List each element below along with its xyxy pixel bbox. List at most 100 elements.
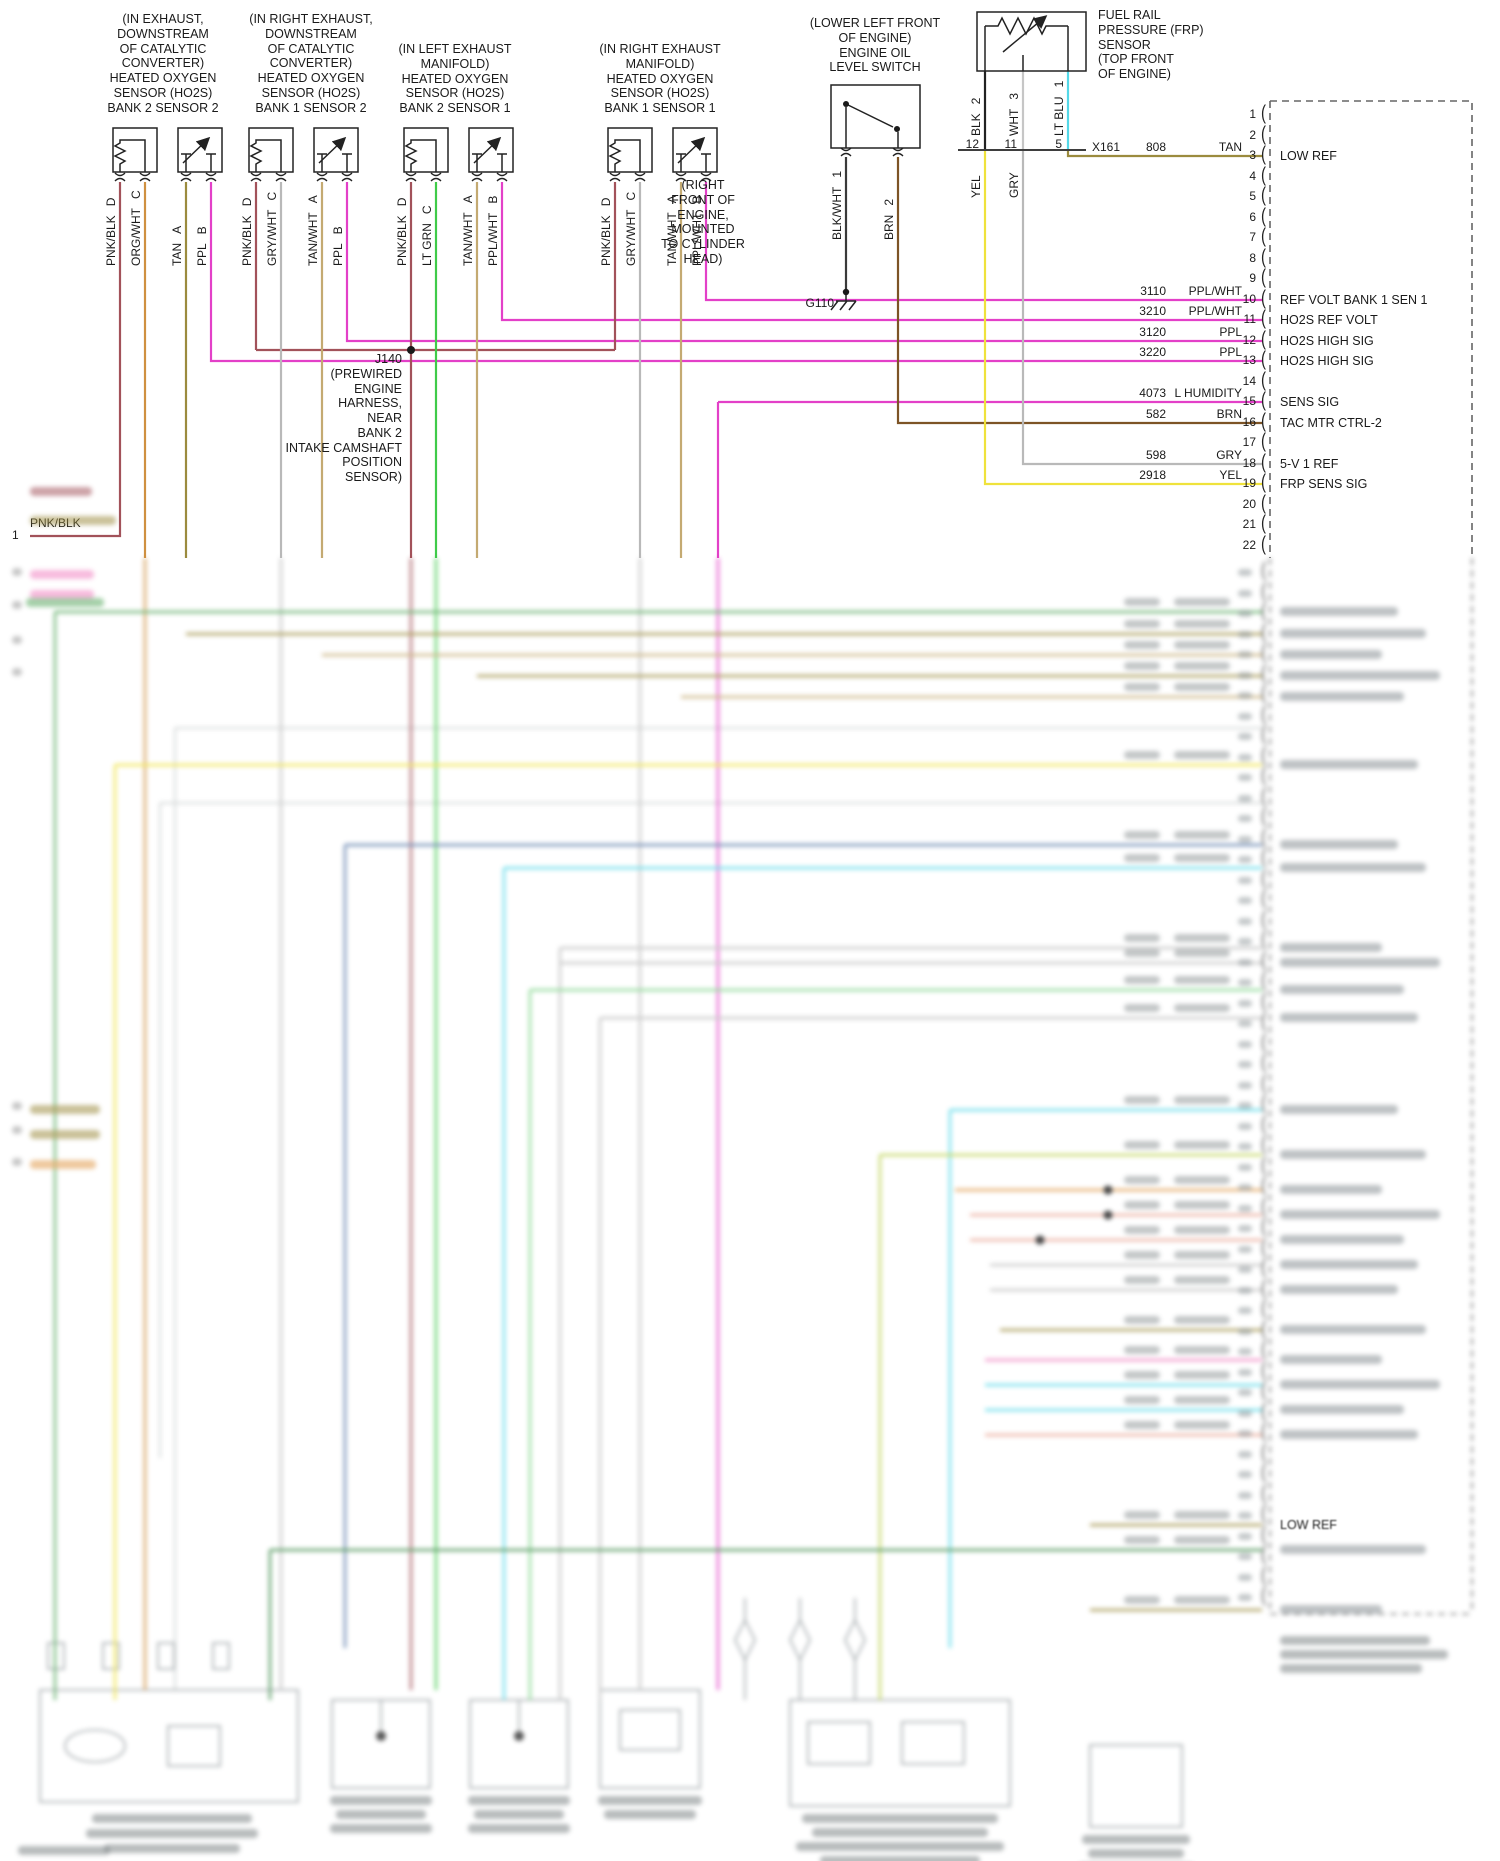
text-smudge	[330, 1796, 432, 1805]
connector-pin-bracket: (	[1261, 225, 1266, 248]
blurred-splice-dot	[1035, 1235, 1045, 1245]
wire-ppl	[209, 182, 1262, 363]
blurred-splice-dot	[1103, 1185, 1113, 1195]
x161-wire-label-wire: YEL	[969, 175, 983, 198]
ho2s-b1s1-title: (IN RIGHT EXHAUST MANIFOLD) HEATED OXYGE…	[599, 42, 721, 115]
signal-name-label: HO2S HIGH SIG	[1280, 333, 1374, 348]
ho2s-wire-label-wire: PPL/WHT	[690, 212, 704, 266]
ground-id-label: G110	[805, 296, 834, 310]
text-smudge	[1124, 1596, 1160, 1604]
ho2s-b2s2-sense-box	[177, 127, 223, 173]
text-smudge	[1238, 1512, 1252, 1519]
text-smudge	[1238, 1245, 1252, 1253]
text-smudge	[1124, 854, 1160, 862]
text-smudge	[1238, 897, 1252, 904]
text-smudge	[1124, 641, 1160, 649]
text-smudge	[1238, 856, 1252, 863]
text-smudge	[1238, 712, 1252, 720]
ho2s-wire-label-pin: C	[420, 205, 434, 215]
text-smudge	[1238, 917, 1252, 925]
text-smudge	[30, 1130, 100, 1139]
connector-pin-bracket-blurred: (	[1261, 1112, 1266, 1136]
text-smudge	[104, 1844, 240, 1853]
text-smudge	[1174, 1421, 1230, 1429]
text-smudge	[12, 1126, 22, 1134]
wire-yel	[983, 151, 1262, 486]
connector-pin-bracket: (	[1261, 389, 1266, 412]
ho2s-wire-label-wire: TAN/WHT	[665, 212, 679, 266]
text-smudge	[1238, 774, 1252, 781]
connector-pin-bracket-blurred: (	[1261, 1358, 1266, 1382]
text-smudge	[1124, 1251, 1160, 1259]
text-smudge	[1238, 1553, 1252, 1560]
text-smudge	[1238, 1122, 1252, 1130]
ho2s-wire-label-pin: A	[306, 195, 320, 204]
text-smudge	[1238, 1225, 1252, 1232]
wire-color-code: TAN	[1218, 140, 1242, 154]
connector-pin-bracket: (	[1261, 368, 1266, 392]
connector-pin-number: 7	[1249, 230, 1256, 244]
connector-pin-number: 3	[1249, 148, 1256, 162]
connector-pin-bracket: (	[1261, 184, 1266, 207]
ho2s-wire-label-pin: B	[486, 195, 500, 204]
ho2s-wire-label-pin: D	[104, 197, 118, 207]
wire-ppl-wht	[704, 182, 1262, 302]
connector-pin-bracket-blurred: (	[1261, 907, 1266, 931]
connector-pin-bracket-blurred: (	[1261, 1317, 1266, 1341]
text-smudge	[820, 1856, 980, 1861]
text-smudge	[1238, 1102, 1252, 1109]
text-smudge	[86, 1829, 258, 1838]
text-smudge	[474, 1810, 564, 1819]
connector-pin-bracket-blurred: (	[1261, 1194, 1266, 1218]
text-smudge	[1174, 1141, 1230, 1149]
ho2s-wire-label-pin: B	[331, 226, 345, 235]
text-smudge	[1280, 1636, 1430, 1645]
oil-switch-wire-label-pin: 1	[830, 170, 844, 178]
oil-switch-wire-label-wire: BLK/WHT	[830, 186, 844, 240]
connector-pin-bracket-blurred: (	[1261, 1133, 1266, 1156]
text-smudge	[1238, 589, 1252, 597]
circuit-number: 3110	[1140, 283, 1166, 298]
text-smudge	[1280, 629, 1426, 638]
text-smudge	[1280, 650, 1382, 659]
text-smudge	[1280, 1650, 1448, 1659]
ho2s-wire-label-pin: B	[195, 226, 209, 235]
blurred-component-dot	[376, 1731, 386, 1741]
ho2s-wire-label: PPL/WHT B	[486, 196, 500, 266]
text-smudge	[1124, 976, 1160, 984]
text-smudge	[1124, 1004, 1160, 1012]
connector-pin-number: 14	[1242, 373, 1256, 388]
oil-switch-contact-dot	[843, 101, 849, 107]
connector-pin-bracket: (	[1261, 122, 1266, 146]
x161-label: X161	[1092, 140, 1121, 154]
connector-pin-bracket: (	[1261, 307, 1266, 330]
connector-pin-bracket-blurred: (	[1261, 1563, 1266, 1587]
text-smudge	[1174, 1201, 1230, 1209]
text-smudge	[1174, 1536, 1230, 1544]
ho2s-wire-label-pin: D	[599, 197, 613, 207]
text-smudge	[1280, 1210, 1440, 1219]
text-smudge	[1238, 1081, 1252, 1089]
connector-pin-bracket-blurred: (	[1261, 1584, 1266, 1607]
connector-pin-bracket-blurred: (	[1261, 1235, 1266, 1259]
connector-pin-bracket-blurred: (	[1261, 743, 1266, 767]
connector-pin-bracket: (	[1261, 163, 1266, 187]
circuit-number: 808	[1145, 140, 1166, 154]
text-smudge	[1174, 598, 1230, 606]
text-smudge	[1124, 934, 1160, 942]
ho2s-wire-label-pin: D	[395, 197, 409, 207]
ho2s-b2s1-title: (IN LEFT EXHAUST MANIFOLD) HEATED OXYGEN…	[398, 42, 512, 115]
text-smudge	[1174, 1396, 1230, 1404]
connector-pin-number: 4	[1249, 168, 1256, 183]
text-smudge	[1174, 949, 1230, 957]
text-smudge	[1280, 863, 1426, 872]
text-smudge	[1280, 1405, 1404, 1414]
connector-pin-bracket-blurred: (	[1261, 1379, 1266, 1402]
wire-color-code: BRN	[1216, 406, 1242, 421]
text-smudge	[1280, 1235, 1404, 1244]
text-smudge	[1174, 641, 1230, 649]
ho2s-wire-label: PNK/BLK D	[104, 198, 118, 266]
text-smudge	[30, 516, 116, 525]
signal-name-label: 5-V 1 REF	[1280, 456, 1339, 471]
